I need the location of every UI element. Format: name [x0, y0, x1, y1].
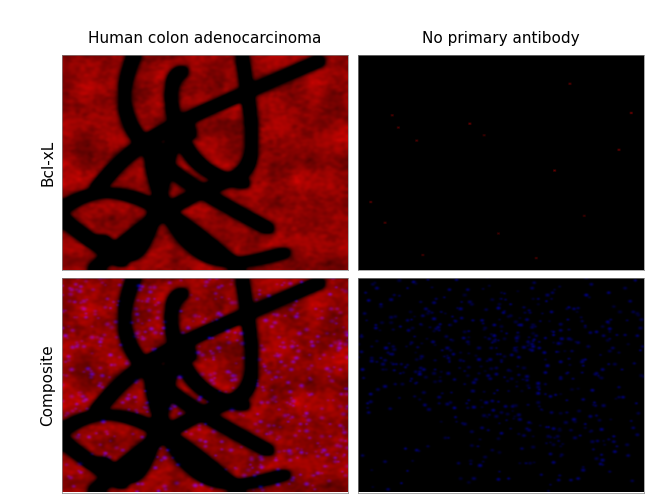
- Text: Composite: Composite: [40, 344, 55, 426]
- Text: No primary antibody: No primary antibody: [422, 31, 579, 46]
- Text: Human colon adenocarcinoma: Human colon adenocarcinoma: [88, 31, 322, 46]
- Text: Bcl-xL: Bcl-xL: [40, 140, 55, 186]
